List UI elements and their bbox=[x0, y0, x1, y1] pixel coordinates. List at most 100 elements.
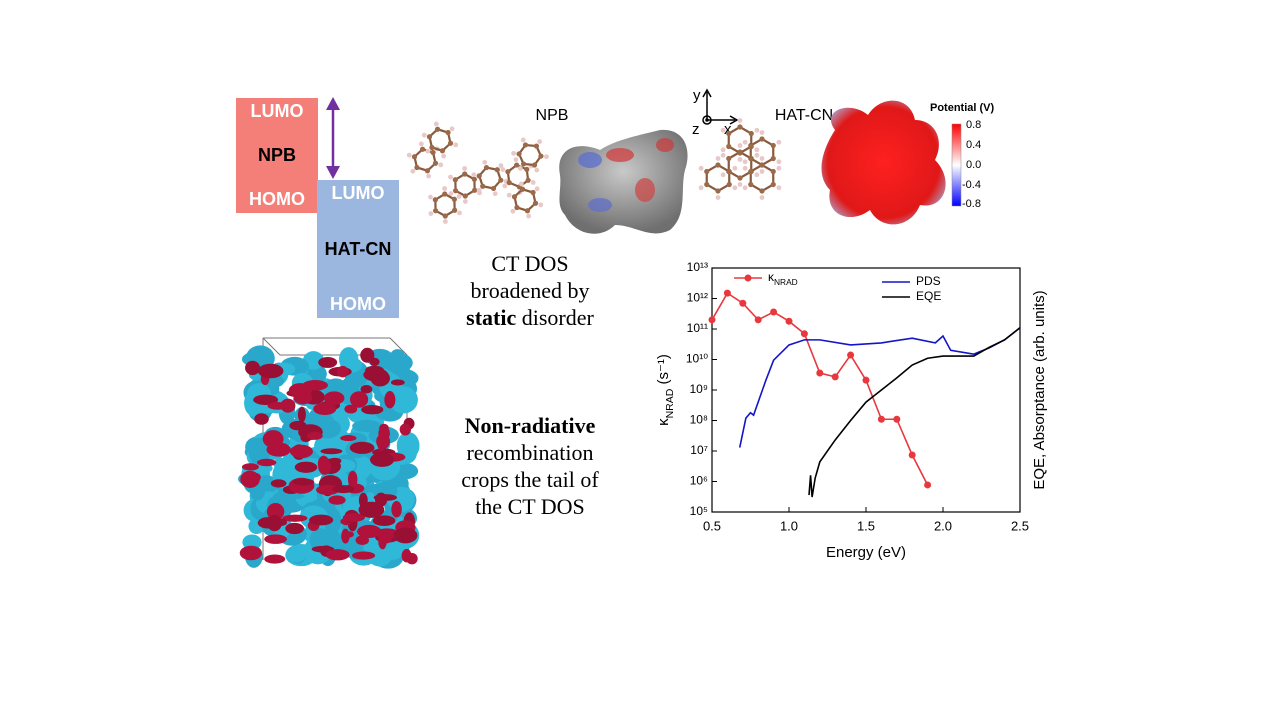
donor-domain bbox=[390, 379, 405, 386]
donor-domain bbox=[294, 461, 318, 473]
y2-axis-label: EQE, Absorptance (arb. units) bbox=[1031, 290, 1048, 489]
lumo-label: LUMO bbox=[251, 101, 304, 121]
data-point bbox=[708, 316, 716, 324]
hydrogen bbox=[502, 183, 508, 189]
donor-domain bbox=[267, 514, 282, 532]
atom bbox=[737, 150, 743, 156]
hydrogen bbox=[742, 165, 748, 171]
hydrogen bbox=[511, 150, 516, 156]
hydrogen bbox=[754, 147, 760, 153]
donor-domain bbox=[318, 356, 338, 368]
hydrogen bbox=[732, 165, 738, 171]
atom bbox=[442, 191, 448, 197]
donor-domain bbox=[344, 531, 355, 538]
donor-domain bbox=[360, 385, 373, 394]
atom bbox=[445, 129, 451, 136]
hydrogen bbox=[759, 195, 765, 200]
hatcn-esp-surface bbox=[821, 100, 946, 225]
hydrogen bbox=[442, 219, 448, 224]
donor-domain bbox=[340, 435, 357, 442]
atom bbox=[530, 189, 536, 196]
atom bbox=[704, 181, 710, 188]
atom bbox=[770, 142, 776, 149]
hydrogen bbox=[737, 157, 743, 162]
axis-x: x bbox=[724, 121, 732, 138]
homo-label: HOMO bbox=[330, 294, 386, 314]
donor-domain bbox=[391, 500, 402, 518]
hydrogen bbox=[448, 174, 453, 180]
atom bbox=[506, 180, 512, 186]
caption-line: crops the tail of bbox=[461, 467, 599, 492]
series-line bbox=[738, 327, 1021, 448]
atom bbox=[726, 168, 732, 175]
colorbar-tick: 0.4 bbox=[966, 139, 981, 151]
donor-domain bbox=[360, 347, 375, 363]
donor-domain bbox=[384, 391, 396, 409]
acceptor-domain bbox=[352, 419, 382, 433]
atom bbox=[704, 168, 710, 175]
hydrogen bbox=[534, 167, 540, 173]
donor-domain bbox=[349, 441, 375, 454]
axis-y: y bbox=[693, 87, 701, 104]
hydrogen bbox=[517, 165, 523, 171]
legend-label: κNRAD bbox=[768, 270, 798, 287]
donor-domain bbox=[332, 485, 355, 494]
atom bbox=[516, 151, 522, 157]
axis-z: z bbox=[692, 121, 700, 138]
bond-ring bbox=[454, 172, 476, 198]
hydrogen bbox=[715, 156, 721, 161]
y-tick-label: 10¹³ bbox=[687, 260, 708, 274]
morphology-snapshot bbox=[237, 337, 420, 569]
hydrogen bbox=[492, 191, 498, 197]
atom bbox=[538, 153, 544, 159]
atom bbox=[494, 167, 500, 173]
atom bbox=[471, 176, 477, 182]
hydrogen bbox=[448, 191, 454, 196]
atom bbox=[490, 185, 497, 192]
hydrogen bbox=[453, 142, 459, 148]
hydrogen bbox=[457, 210, 462, 216]
y-tick-label: 10¹¹ bbox=[687, 321, 708, 335]
donor-domain bbox=[377, 434, 386, 451]
donor-domain bbox=[325, 549, 350, 561]
hydrogen bbox=[737, 182, 743, 187]
donor-name: NPB bbox=[258, 145, 296, 165]
hydrogen bbox=[537, 139, 543, 145]
data-point bbox=[862, 376, 870, 384]
donor-domain bbox=[241, 463, 259, 471]
atom bbox=[748, 181, 754, 188]
y-tick-label: 10¹² bbox=[687, 291, 708, 305]
hydrogen bbox=[498, 163, 504, 169]
acceptor-domain bbox=[288, 546, 306, 563]
hydrogen bbox=[438, 162, 444, 168]
donor-domain bbox=[373, 494, 398, 501]
atom bbox=[770, 181, 776, 188]
atom bbox=[433, 208, 439, 214]
hydrogen bbox=[520, 137, 526, 143]
npb-level-box bbox=[236, 98, 318, 213]
hydrogen bbox=[698, 185, 704, 191]
hydrogen bbox=[737, 118, 743, 123]
colorbar bbox=[951, 123, 962, 207]
y-tick-label: 10⁸ bbox=[690, 413, 708, 427]
hydrogen bbox=[776, 185, 782, 191]
hydrogen bbox=[500, 167, 506, 172]
atom bbox=[522, 142, 529, 148]
y-tick-label: 10⁷ bbox=[690, 443, 708, 457]
data-point bbox=[785, 317, 793, 325]
y-tick-label: 10⁵ bbox=[690, 504, 708, 518]
npb-label: NPB bbox=[536, 107, 569, 124]
donor-domain bbox=[369, 357, 380, 366]
donor-domain bbox=[289, 444, 313, 459]
donor-domain bbox=[328, 457, 342, 465]
donor-domain bbox=[311, 545, 335, 553]
hydrogen bbox=[425, 148, 431, 154]
donor-domain bbox=[267, 401, 288, 410]
atom bbox=[439, 148, 446, 154]
caption-nonrad: Non-radiative recombination crops the ta… bbox=[440, 412, 620, 520]
hydrogen bbox=[526, 213, 532, 219]
donor-domain bbox=[297, 406, 306, 423]
caption-line: the CT DOS bbox=[475, 494, 585, 519]
caption-line: recombination bbox=[466, 440, 594, 465]
